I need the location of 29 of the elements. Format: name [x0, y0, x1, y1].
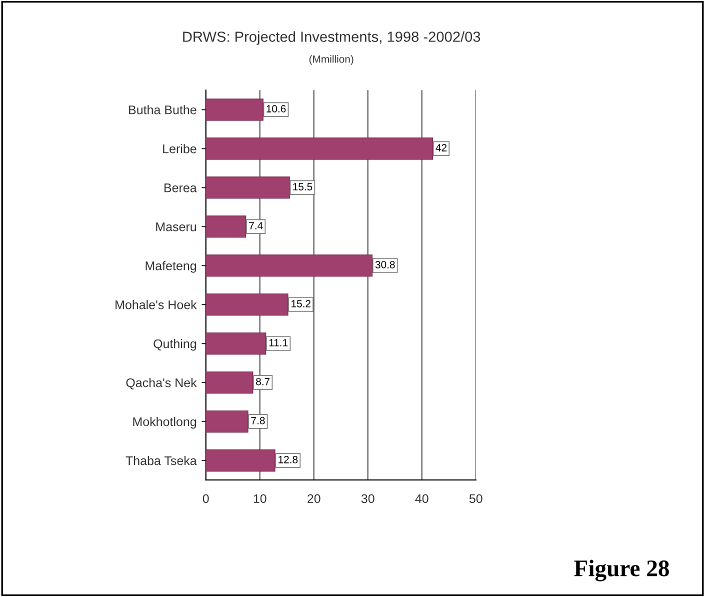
chart-title: DRWS: Projected Investments, 1998 -2002/03: [183, 31, 480, 45]
data-label: 7.8: [251, 416, 265, 424]
data-label: 8.7: [256, 378, 270, 386]
x-tick-label: 30: [361, 494, 374, 504]
data-label: 7.4: [249, 222, 263, 230]
y-tick-label: Qacha's Nek: [126, 378, 197, 390]
data-label: 15.2: [292, 300, 310, 308]
caption: Figure 28: [574, 560, 669, 582]
x-tick-label: 0: [202, 494, 209, 504]
y-tick-label: Quthing: [154, 339, 196, 351]
data-label: 11.1: [269, 339, 288, 346]
y-tick-label: Maseru: [156, 222, 196, 232]
y-tick-label: Mokhotlong: [133, 416, 196, 429]
x-tick-label: 50: [469, 494, 482, 504]
data-label: 10.6: [266, 105, 286, 112]
y-tick-label: Berea: [164, 184, 197, 192]
x-tick-label: 10: [254, 494, 266, 504]
data-label: 42: [436, 144, 447, 152]
y-tick-label: Butha Buthe: [129, 105, 196, 114]
x-tick-label: 40: [415, 494, 428, 504]
y-tick-label: Thaba Tseka: [126, 456, 197, 466]
y-tick-label: Mohale's Hoek: [116, 300, 197, 310]
data-label: 15.5: [293, 183, 312, 190]
x-tick-label: 20: [308, 494, 320, 504]
data-label: 12.8: [278, 456, 298, 464]
data-label: 30.8: [375, 260, 395, 268]
chart-subtitle: (Mmillion): [309, 55, 354, 65]
y-tick-label: Leribe: [163, 144, 196, 154]
y-tick-label: Mafeteng: [146, 261, 196, 273]
